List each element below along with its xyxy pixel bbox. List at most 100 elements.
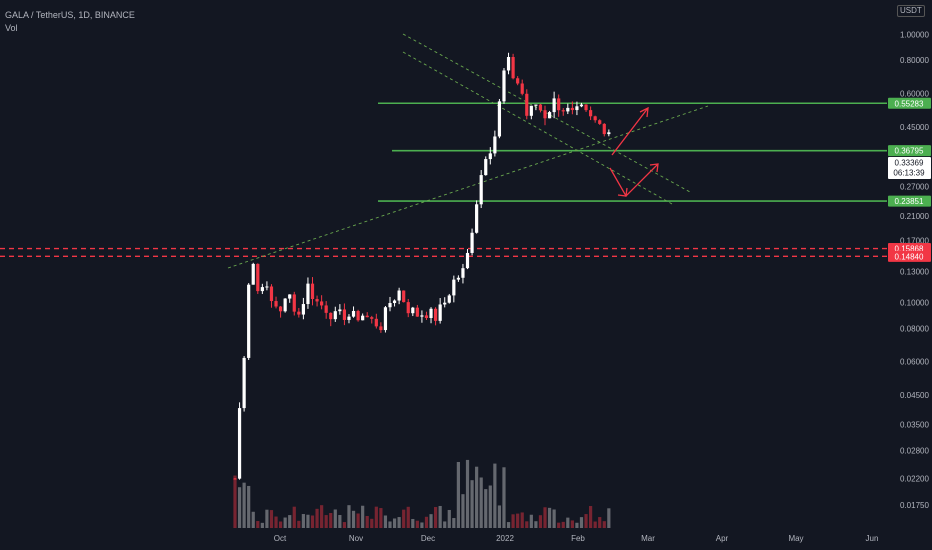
- candle-body: [497, 101, 502, 137]
- volume-bar: [579, 517, 584, 528]
- volume-bar: [361, 505, 365, 528]
- candle-body: [511, 56, 515, 79]
- volume-bar: [438, 505, 442, 528]
- symbol-title[interactable]: GALA / TetherUS, 1D, BINANCE: [5, 10, 135, 20]
- volume-bar: [534, 521, 538, 528]
- volume-indicator-label[interactable]: Vol: [5, 23, 18, 33]
- arrow-up-1[interactable]: [611, 107, 649, 156]
- price-label-text: 0.33369: [895, 159, 924, 168]
- price-label-tag: [888, 97, 931, 109]
- price-label-tag: [888, 157, 931, 180]
- price-tick-label: 0.13000: [900, 268, 929, 277]
- volume-bar: [465, 459, 470, 528]
- price-tick-label: 0.17000: [900, 237, 929, 246]
- candle-body: [278, 306, 283, 312]
- candle-body: [424, 315, 429, 319]
- volume-bar: [274, 516, 278, 528]
- volume-bar: [484, 489, 488, 528]
- candle-body: [579, 104, 584, 107]
- volume-bar: [411, 518, 415, 528]
- candle-body: [452, 279, 456, 296]
- candle-body: [493, 136, 497, 154]
- candle-body: [433, 308, 438, 321]
- countdown-timer: 06:13:39: [893, 169, 925, 178]
- volume-bar: [584, 514, 588, 528]
- volume-bar: [479, 477, 483, 528]
- candle-body: [411, 307, 415, 314]
- arrow-down-up-head[interactable]: [649, 163, 659, 173]
- volume-bar: [392, 518, 397, 528]
- volume-bar: [511, 514, 515, 528]
- currency-unit-badge[interactable]: USDT: [897, 5, 925, 17]
- candle-body: [324, 305, 328, 313]
- volume-bar: [447, 509, 451, 528]
- candle-body: [520, 83, 524, 94]
- candle-body: [274, 301, 278, 307]
- volume-bar: [233, 475, 237, 528]
- candle-body: [479, 175, 483, 205]
- candle-body: [447, 295, 451, 303]
- price-tick-label: 0.02200: [900, 475, 929, 484]
- candles: [233, 52, 611, 480]
- candle-body: [429, 308, 433, 319]
- candle-body: [356, 310, 360, 321]
- candle-body: [297, 311, 301, 315]
- candle-body: [484, 159, 488, 176]
- volume-bar: [570, 520, 574, 528]
- volume-bar: [388, 521, 392, 528]
- candle-body: [310, 283, 315, 300]
- candle-body: [470, 232, 474, 253]
- candle-body: [593, 116, 597, 121]
- volume-bar: [288, 515, 292, 528]
- volume-bar: [310, 515, 315, 528]
- volume-bar: [292, 506, 296, 528]
- candle-body: [461, 268, 465, 278]
- candle-body: [237, 408, 242, 479]
- candle-body: [338, 309, 342, 312]
- time-tick-label: Dec: [421, 534, 435, 543]
- candle-body: [538, 104, 543, 111]
- volume-bar: [320, 505, 324, 528]
- volume-bar: [402, 509, 406, 528]
- price-tick-label: 0.03500: [900, 420, 929, 429]
- price-tick-label: 0.01750: [900, 501, 929, 510]
- candle-body: [589, 110, 593, 117]
- volume-bar: [529, 514, 533, 528]
- price-label-text: 0.15868: [895, 245, 924, 254]
- volume-bar: [370, 518, 374, 528]
- price-tick-label: 0.21000: [900, 212, 929, 221]
- candle-body: [570, 107, 574, 111]
- volume-bar: [265, 509, 269, 528]
- candle-body: [402, 290, 406, 303]
- candle-body: [242, 357, 246, 409]
- volume-bar: [251, 511, 255, 528]
- volume-bar: [383, 515, 388, 528]
- candle-body: [525, 93, 529, 116]
- volume-bar: [260, 522, 264, 528]
- price-label-text: 0.23851: [895, 197, 924, 206]
- ascending-trendline[interactable]: [227, 105, 709, 269]
- time-tick-label: Feb: [571, 534, 585, 543]
- volume-bar: [443, 521, 447, 528]
- time-tick-label: Mar: [641, 534, 655, 543]
- candle-body: [365, 315, 369, 318]
- volume-bar: [356, 513, 360, 528]
- volume-bar: [429, 514, 433, 528]
- time-tick-label: Jun: [866, 534, 879, 543]
- volume-bar: [415, 520, 419, 528]
- candle-body: [351, 310, 356, 317]
- arrow-up-1-head[interactable]: [639, 106, 649, 118]
- candle-body: [283, 298, 287, 312]
- candle-body: [506, 56, 511, 71]
- price-tick-label: 0.27000: [900, 183, 929, 192]
- price-label-tag: [888, 145, 931, 157]
- arrow-down-head[interactable]: [617, 187, 628, 197]
- candle-body: [607, 132, 611, 135]
- volume-bar: [301, 514, 305, 528]
- volume-bar: [433, 507, 438, 528]
- volume-bar: [338, 515, 342, 528]
- volume-bar: [557, 522, 561, 528]
- price-scale[interactable]: [887, 0, 932, 530]
